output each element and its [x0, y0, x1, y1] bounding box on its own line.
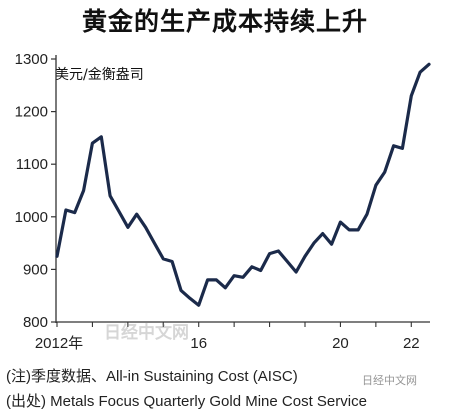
y-tick-label: 1100	[16, 156, 48, 173]
y-tick-label: 900	[23, 261, 48, 278]
y-tick-label: 1200	[15, 104, 48, 121]
x-tick-label: 20	[332, 335, 349, 352]
chart-axes	[55, 55, 430, 323]
watermark-center: 日经中文网	[104, 323, 189, 343]
y-axis-ticks: 800 900 1000 1100 1200 1300	[15, 51, 56, 331]
x-tick-label: 22	[403, 335, 420, 352]
y-tick-label: 1000	[15, 209, 48, 226]
x-tick-label: 2012年	[35, 335, 83, 352]
watermark-corner: 日经中文网	[362, 374, 417, 387]
chart-title: 黄金的生产成本持续上升	[81, 7, 368, 36]
y-tick-label: 1300	[15, 51, 48, 68]
unit-label: 美元/金衡盎司	[55, 67, 144, 83]
x-tick-label: 16	[190, 335, 207, 352]
footnote-quarterly: (注)季度数据、All-in Sustaining Cost (AISC)	[6, 368, 298, 385]
series-line-aisc	[55, 62, 431, 307]
y-tick-label: 800	[23, 314, 48, 331]
x-axis-ticks: 2012年 16 20 22	[35, 322, 420, 352]
footnote-source: (出处) Metals Focus Quarterly Gold Mine Co…	[6, 393, 367, 410]
